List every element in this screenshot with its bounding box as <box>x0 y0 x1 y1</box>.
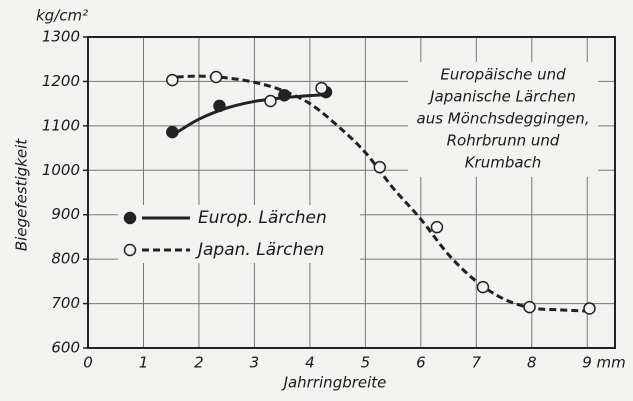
y-tick-label: 1100 <box>42 116 80 134</box>
x-tick-label: 2 <box>194 354 204 372</box>
annotation: Rohrbrunn und <box>447 132 560 150</box>
annotation: aus Mönchsdeggingen, <box>417 110 590 128</box>
x-tick-label: 8 <box>527 354 537 372</box>
y-tick-label: 600 <box>51 339 80 357</box>
fit-line <box>175 93 327 134</box>
annotation-bg <box>408 62 598 177</box>
legend-bg <box>118 205 360 263</box>
y-tick-label: 1300 <box>42 28 80 46</box>
plot-frame <box>87 36 616 349</box>
point <box>209 70 223 84</box>
x-tick-label: 9 mm <box>582 354 626 372</box>
point <box>166 73 179 87</box>
point <box>315 81 328 95</box>
point <box>583 302 596 315</box>
y-tick-label: 900 <box>51 205 80 223</box>
y-axis-label: Biegefestigkeit <box>13 138 31 251</box>
point <box>430 220 444 234</box>
y-unit: kg/cm² <box>36 7 88 25</box>
y-tick-label: 1000 <box>42 161 80 179</box>
point <box>523 300 536 314</box>
legend-label: Japan. Lärchen <box>195 240 324 260</box>
y-tick-label: 1200 <box>42 72 80 90</box>
point <box>166 125 179 139</box>
x-tick-label: 4 <box>305 354 315 372</box>
point <box>373 160 387 174</box>
legend-marker <box>123 243 137 257</box>
point <box>264 94 277 108</box>
y-tick-label: 800 <box>51 250 80 268</box>
y-tick-label: 700 <box>51 294 80 312</box>
annotation: Japanische Lärchen <box>427 88 576 106</box>
x-tick-label: 7 <box>472 354 482 372</box>
legend-marker <box>123 211 137 225</box>
point <box>476 280 490 294</box>
x-tick-label: 6 <box>416 354 426 372</box>
legend-label: Europ. Lärchen <box>198 208 327 228</box>
x-tick-label: 5 <box>361 354 371 372</box>
annotation: Europäische und <box>440 66 566 84</box>
point <box>213 99 226 113</box>
x-tick-label: 0 <box>83 354 93 372</box>
x-tick-label: 3 <box>250 354 260 372</box>
x-axis-label: Jahrringbreite <box>281 374 387 392</box>
annotation: Krumbach <box>465 154 542 172</box>
x-tick-label: 1 <box>139 354 149 372</box>
